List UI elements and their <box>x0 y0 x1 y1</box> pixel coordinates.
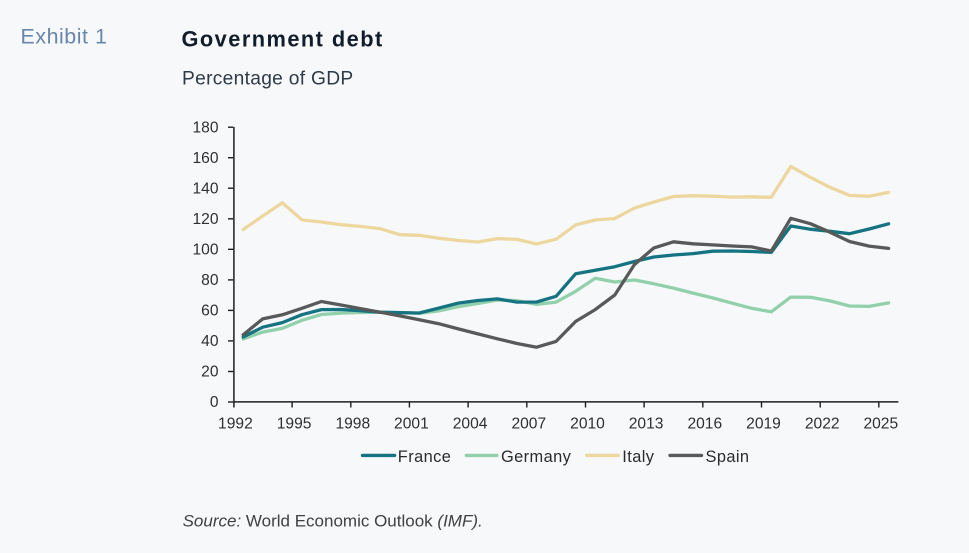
svg-text:2022: 2022 <box>805 415 840 432</box>
svg-text:80: 80 <box>201 272 219 289</box>
svg-text:Germany: Germany <box>501 448 572 466</box>
svg-text:40: 40 <box>201 333 219 350</box>
svg-text:Percentage of GDP: Percentage of GDP <box>182 69 353 90</box>
svg-text:2019: 2019 <box>746 415 781 432</box>
svg-text:120: 120 <box>192 211 218 228</box>
svg-text:1998: 1998 <box>335 415 370 432</box>
svg-text:Spain: Spain <box>706 448 750 466</box>
svg-text:1992: 1992 <box>218 415 253 432</box>
svg-text:2016: 2016 <box>687 415 722 432</box>
svg-text:100: 100 <box>192 242 218 259</box>
svg-text:France: France <box>398 448 451 466</box>
svg-text:0: 0 <box>210 394 219 411</box>
svg-text:180: 180 <box>192 119 218 136</box>
svg-text:Exhibit 1: Exhibit 1 <box>21 25 108 49</box>
svg-text:2010: 2010 <box>570 415 605 432</box>
svg-text:2004: 2004 <box>453 415 488 432</box>
svg-text:Italy: Italy <box>622 448 654 466</box>
svg-text:2025: 2025 <box>863 415 898 432</box>
svg-text:60: 60 <box>201 303 219 320</box>
svg-text:Government debt: Government debt <box>182 27 384 52</box>
svg-text:140: 140 <box>192 180 218 197</box>
svg-text:2007: 2007 <box>511 415 546 432</box>
svg-text:1995: 1995 <box>277 415 312 432</box>
svg-text:2013: 2013 <box>629 415 664 432</box>
svg-text:2001: 2001 <box>394 415 429 432</box>
svg-text:20: 20 <box>201 364 219 381</box>
svg-text:160: 160 <box>192 150 218 167</box>
svg-text:Source: World Economic Outlook: Source: World Economic Outlook (IMF). <box>183 511 483 530</box>
